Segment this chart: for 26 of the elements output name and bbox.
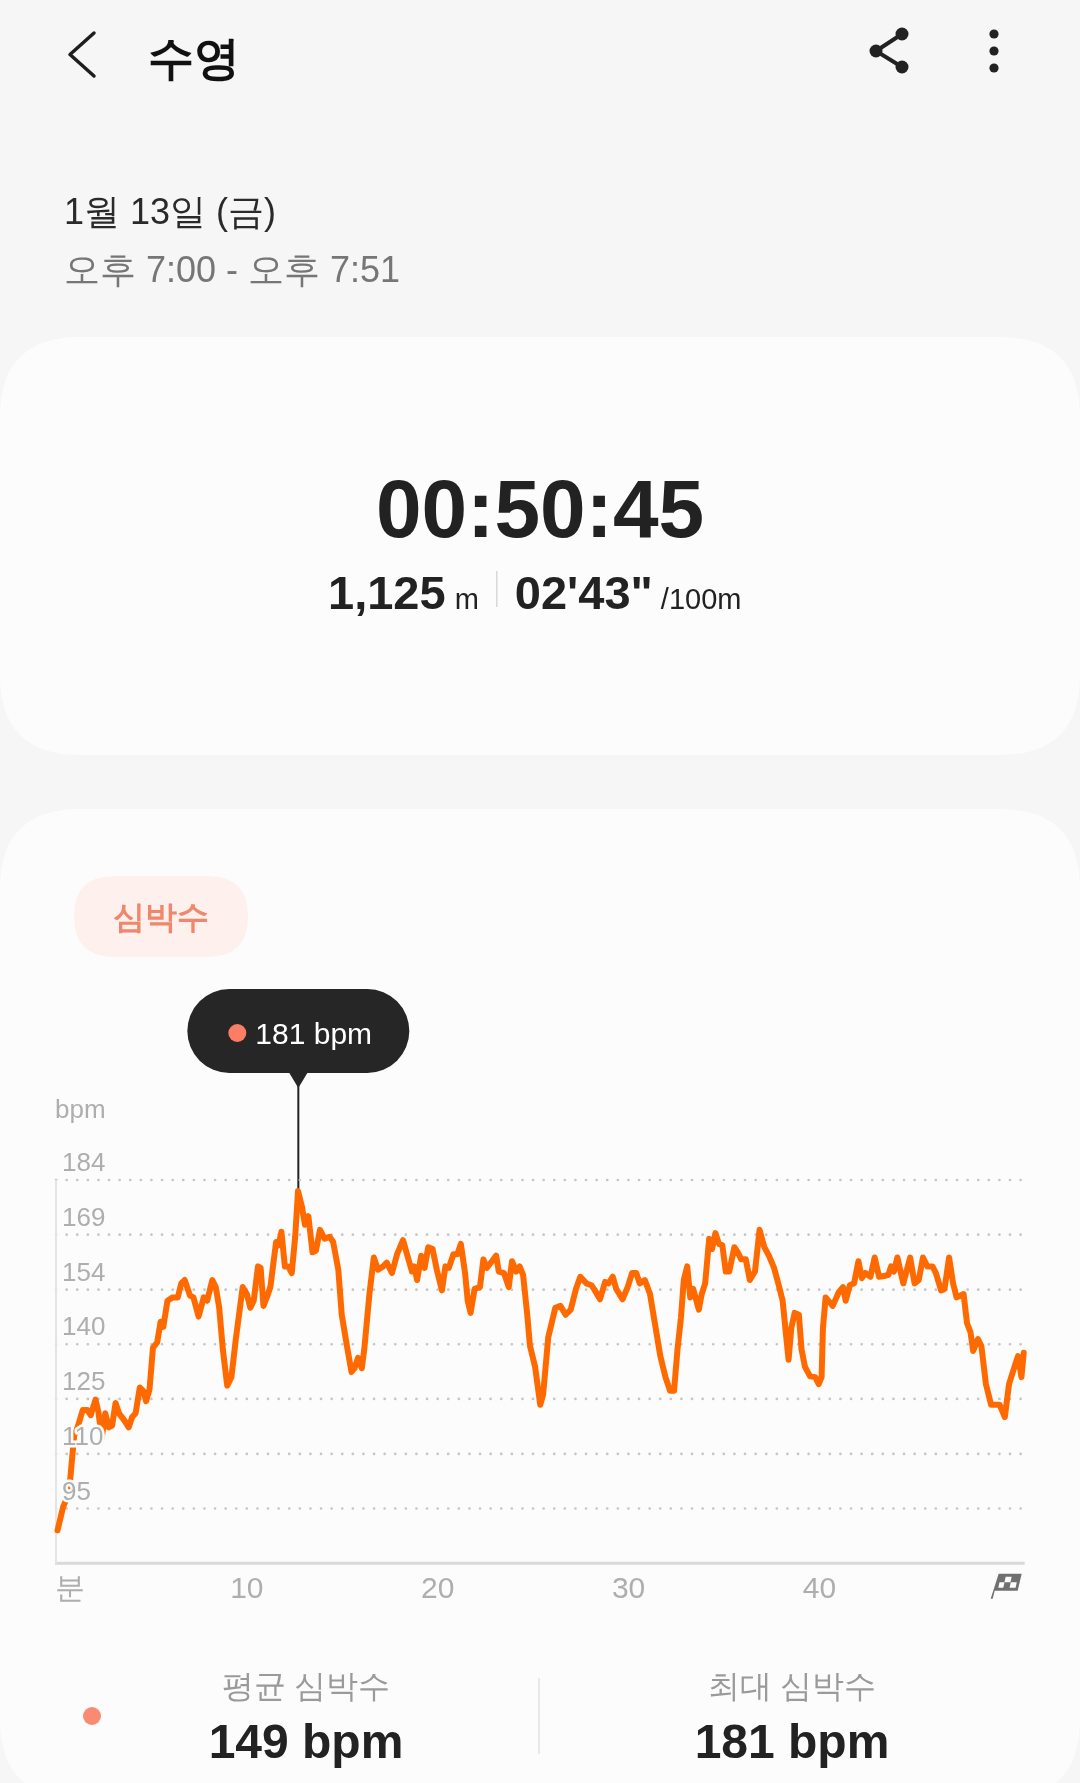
text: 오후 7:00 - 오후 7:51	[64, 249, 401, 290]
y-tick-label: 125	[62, 1366, 106, 1397]
text: 1,125	[328, 566, 446, 619]
x-axis-title: 분	[55, 1570, 86, 1604]
text: 181 bpm	[694, 1715, 890, 1768]
annotation: 181 bpm	[255, 1017, 373, 1050]
text: 00:50:45	[375, 463, 705, 554]
text: 149 bpm	[208, 1715, 404, 1768]
text: 02'43"	[514, 566, 653, 619]
text: 심박수	[113, 899, 209, 935]
text: 평균 심박수	[221, 1668, 391, 1704]
chart-title: 수영	[148, 32, 240, 84]
y-tick-label: 169	[62, 1201, 106, 1232]
x-tick-label: 40	[803, 1570, 837, 1604]
x-tick-label: 20	[421, 1570, 455, 1604]
y-axis-title: bpm	[55, 1094, 106, 1124]
text: /100m	[660, 583, 742, 615]
y-tick-label: 140	[62, 1311, 106, 1342]
text: 최대 심박수	[707, 1668, 877, 1704]
x-tick-label: 10	[230, 1570, 264, 1604]
y-tick-label: 184	[62, 1147, 106, 1178]
chart-subtitle: 1월 13일 (금)	[64, 191, 277, 232]
annotation-label: 181 bpm	[187, 989, 410, 1193]
text: m	[454, 583, 479, 615]
x-tick-label: 30	[612, 1570, 646, 1604]
y-tick-label: 154	[62, 1256, 106, 1287]
